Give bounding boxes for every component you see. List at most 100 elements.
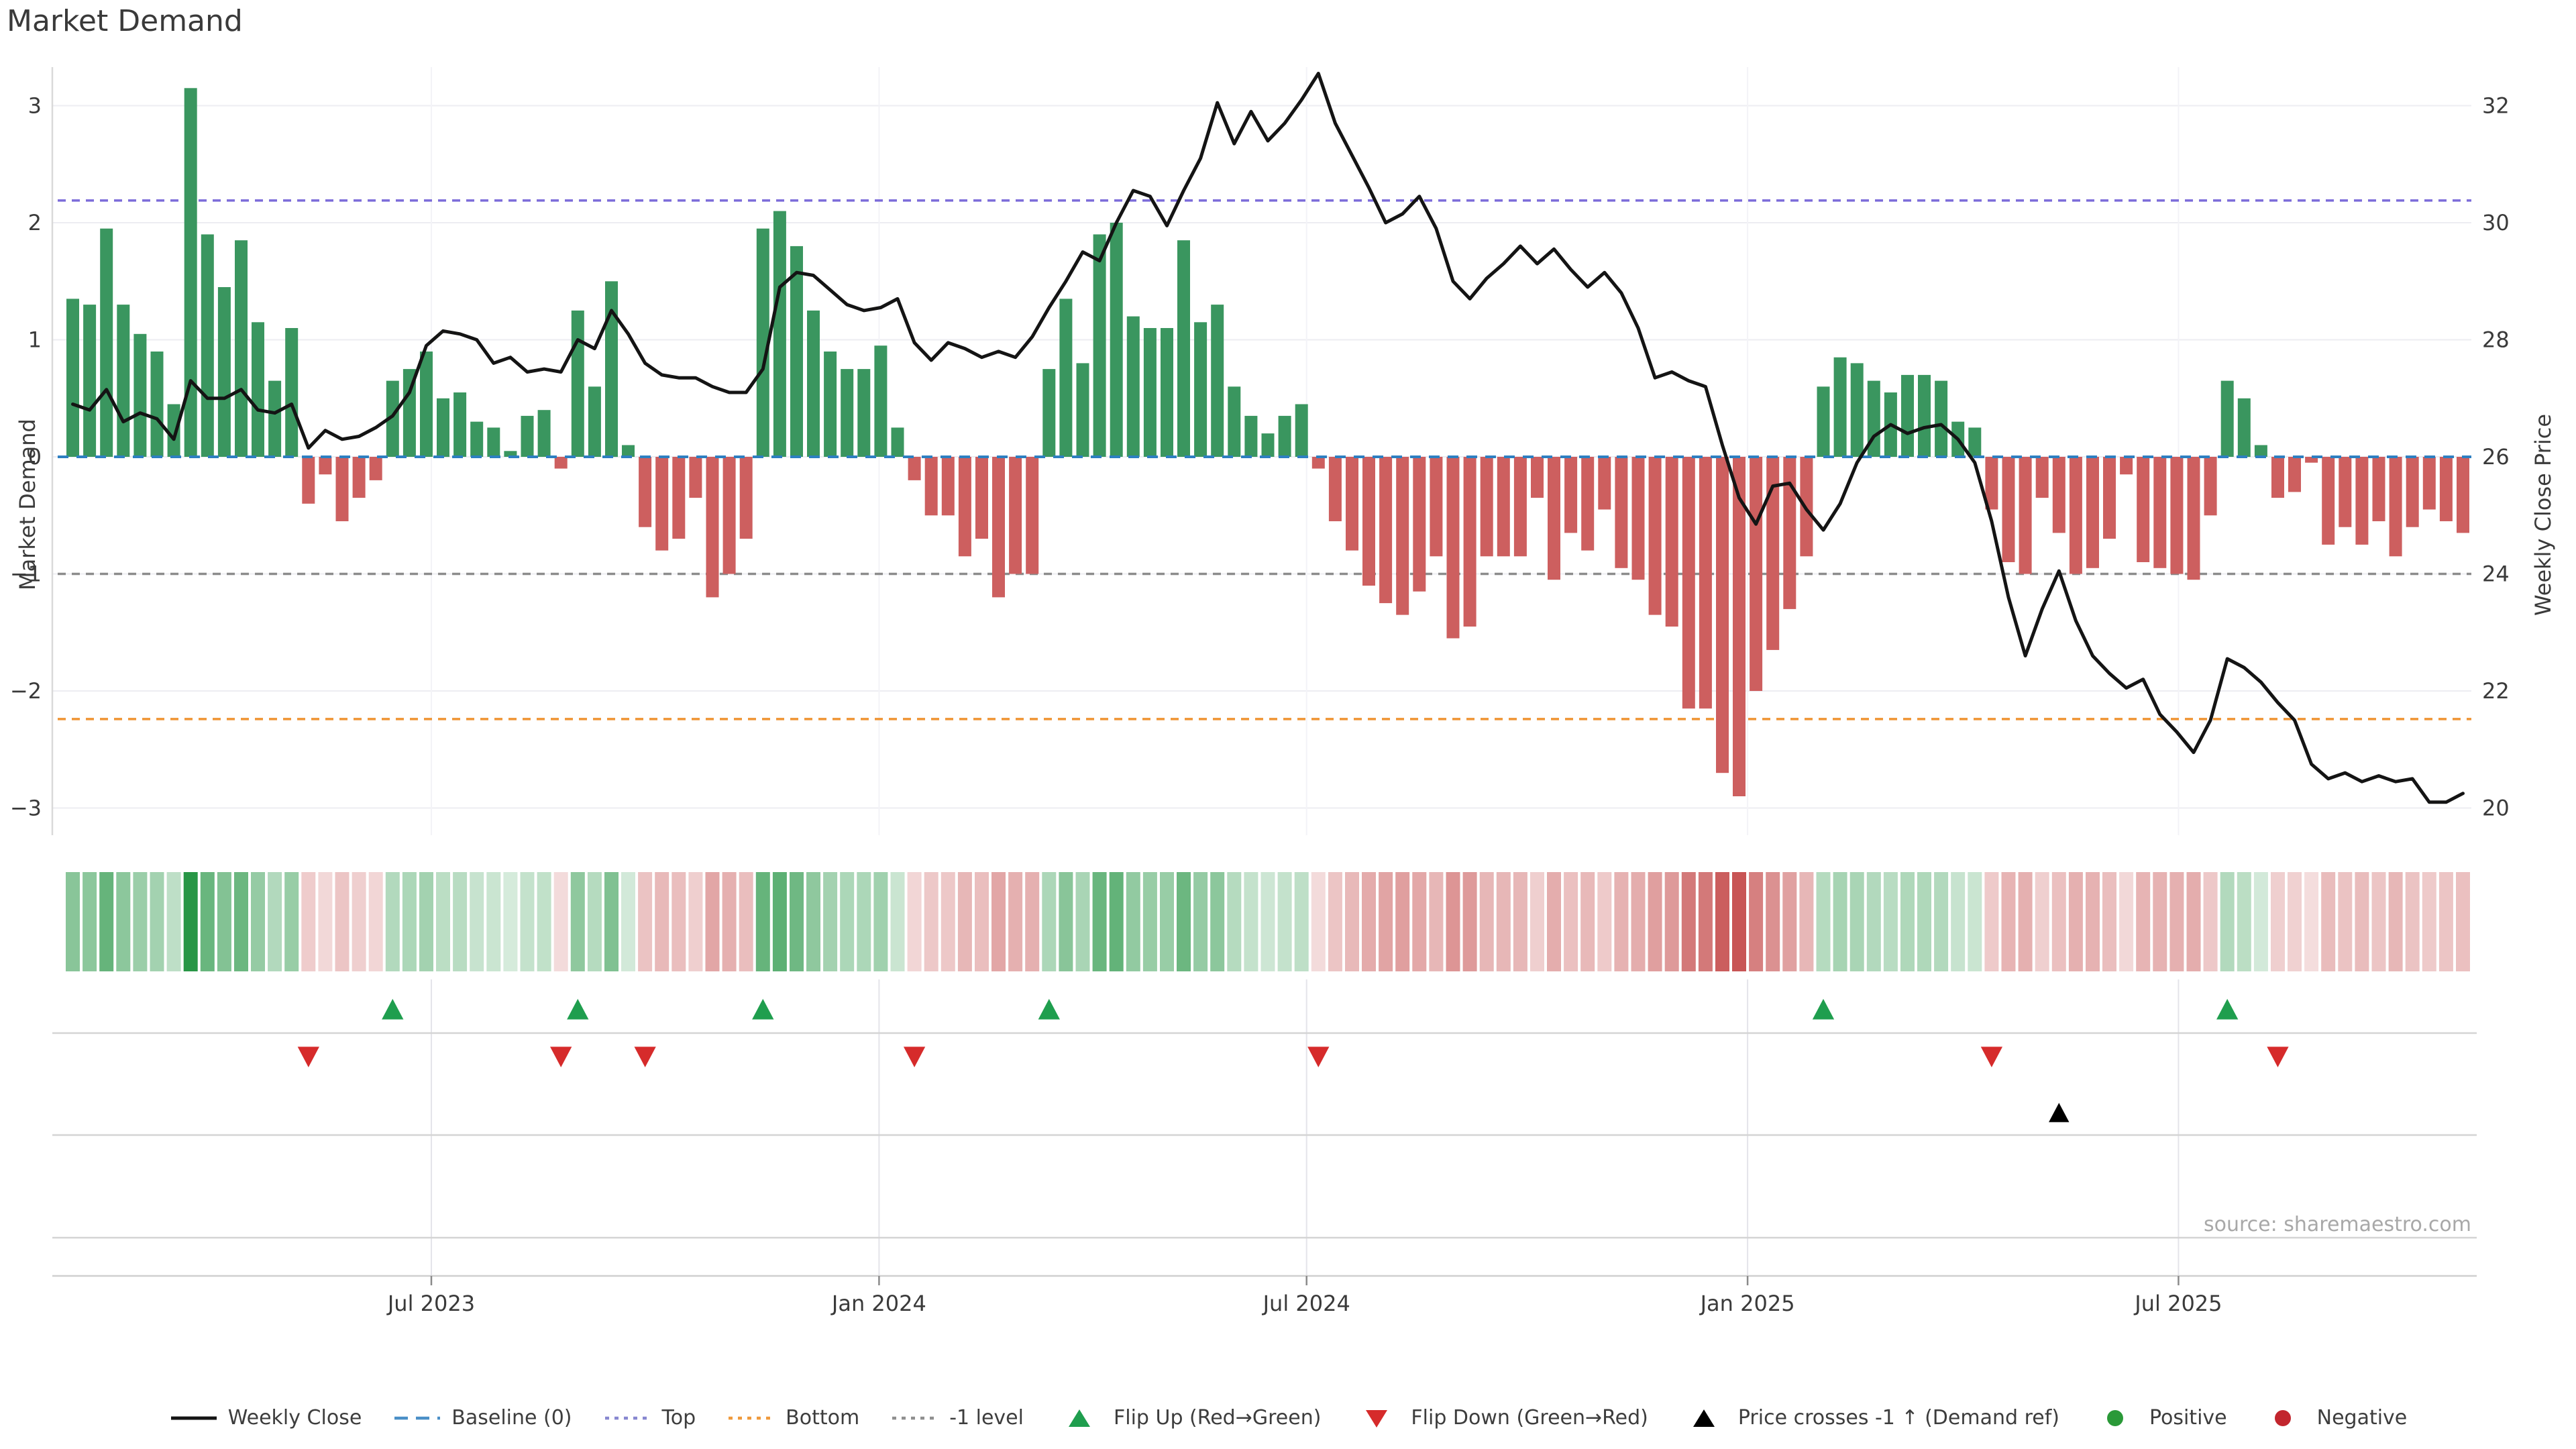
heatmap-cell bbox=[1866, 872, 1881, 971]
x-tick-label: Jan 2024 bbox=[830, 1291, 926, 1316]
demand-bar-negative bbox=[1766, 457, 1780, 650]
heatmap-cell bbox=[772, 872, 787, 971]
heatmap-cell bbox=[621, 872, 635, 971]
demand-bar-negative bbox=[1413, 457, 1426, 592]
demand-bar-negative bbox=[1699, 457, 1712, 709]
heatmap-cell bbox=[1547, 872, 1561, 971]
flip-down-marker bbox=[1307, 1046, 1330, 1067]
demand-bars bbox=[66, 88, 2469, 796]
heatmap-cell bbox=[1311, 872, 1326, 971]
flip-up-marker bbox=[1812, 999, 1835, 1020]
demand-bar-positive bbox=[252, 322, 264, 457]
demand-bar-positive bbox=[1211, 305, 1224, 457]
heatmap-cell bbox=[1177, 872, 1191, 971]
demand-bar-positive bbox=[402, 369, 416, 457]
x-tick-label: Jul 2024 bbox=[1262, 1291, 1350, 1316]
demand-bar-positive bbox=[521, 415, 534, 457]
legend-item-4: Bottom bbox=[727, 1406, 859, 1430]
demand-bar-negative bbox=[1009, 457, 1022, 574]
demand-bar-positive bbox=[1093, 234, 1106, 457]
demand-bar-negative bbox=[639, 457, 652, 527]
demand-bar-negative bbox=[1379, 457, 1393, 604]
demand-bar-negative bbox=[1581, 457, 1595, 551]
demand-bar-positive bbox=[571, 310, 584, 457]
heatmap-cell bbox=[2035, 872, 2049, 971]
legend-dots-icon bbox=[604, 1416, 651, 1419]
heatmap-cell bbox=[2271, 872, 2285, 971]
heatmap-cell bbox=[1681, 872, 1696, 971]
demand-bar-positive bbox=[1901, 374, 1914, 457]
demand-bar-positive bbox=[756, 228, 769, 457]
demand-bar-positive bbox=[605, 281, 618, 458]
heatmap-cell bbox=[2051, 872, 2066, 971]
demand-bar-negative bbox=[2389, 457, 2402, 557]
demand-bar-negative bbox=[1750, 457, 1763, 691]
heatmap-cell bbox=[941, 872, 955, 971]
heatmap-cell bbox=[1412, 872, 1427, 971]
price-cross-marker bbox=[2049, 1103, 2070, 1122]
heatmap-cell bbox=[2153, 872, 2167, 971]
left-tick-label: 3 bbox=[28, 93, 42, 119]
heatmap-cell bbox=[318, 872, 333, 971]
demand-bar-positive bbox=[1076, 363, 1089, 457]
demand-bar-negative bbox=[2153, 457, 2167, 568]
demand-bar-positive bbox=[1918, 374, 1931, 457]
left-tick-label: −3 bbox=[10, 796, 42, 821]
heatmap-cell bbox=[1160, 872, 1174, 971]
heatmap-cell bbox=[2422, 872, 2436, 971]
demand-bar-positive bbox=[1261, 433, 1275, 457]
heatmap-cell bbox=[1766, 872, 1780, 971]
weekly-close-line bbox=[71, 72, 2465, 804]
legend-item-9: Positive bbox=[2090, 1406, 2227, 1430]
heatmap-cell bbox=[907, 872, 922, 971]
flip-down-marker bbox=[2267, 1046, 2289, 1067]
demand-bar-negative bbox=[2170, 457, 2184, 574]
heatmap-cell bbox=[2169, 872, 2184, 971]
demand-bar-negative bbox=[2137, 457, 2150, 562]
right-tick-label: 30 bbox=[2482, 210, 2510, 235]
demand-bar-negative bbox=[1615, 457, 1628, 568]
flip-up-marker bbox=[752, 999, 774, 1020]
heatmap-cell bbox=[1244, 872, 1258, 971]
demand-bar-negative bbox=[2339, 457, 2352, 527]
demand-bar-positive bbox=[1850, 363, 1864, 457]
heatmap-cell bbox=[1294, 872, 1309, 971]
demand-bar-positive bbox=[1295, 404, 1308, 457]
x-tick-label: Jul 2023 bbox=[386, 1291, 475, 1316]
legend-label: Positive bbox=[2149, 1406, 2227, 1430]
heatmap-cell bbox=[755, 872, 770, 971]
page-title: Market Demand bbox=[7, 4, 243, 38]
heatmap-cell bbox=[1379, 872, 1393, 971]
demand-bar-positive bbox=[1817, 386, 1830, 457]
flip-up-marker bbox=[1038, 999, 1060, 1020]
demand-bar-negative bbox=[2355, 457, 2369, 545]
demand-bar-positive bbox=[1228, 386, 1241, 457]
heatmap-cell bbox=[1664, 872, 1679, 971]
demand-bar-positive bbox=[437, 398, 449, 458]
heatmap-cell bbox=[99, 872, 114, 971]
legend-label: Flip Down (Green→Red) bbox=[1411, 1406, 1648, 1430]
demand-bar-negative bbox=[1446, 457, 1460, 639]
heatmap-cell bbox=[2203, 872, 2218, 971]
demand-bar-positive bbox=[167, 404, 180, 457]
legend-label: Weekly Close bbox=[227, 1406, 362, 1430]
heatmap-cell bbox=[183, 872, 198, 971]
heatmap-cell bbox=[284, 872, 299, 971]
demand-bar-positive bbox=[487, 427, 500, 457]
flip-up-marker bbox=[382, 999, 404, 1020]
demand-bar-positive bbox=[133, 333, 147, 457]
demand-bar-negative bbox=[2288, 457, 2301, 492]
legend-item-3: Top bbox=[603, 1406, 696, 1430]
heatmap-cell bbox=[2119, 872, 2134, 971]
demand-bar-negative bbox=[2406, 457, 2419, 527]
heatmap-cell bbox=[1345, 872, 1359, 971]
demand-bar-negative bbox=[1665, 457, 1678, 627]
demand-bar-negative bbox=[2457, 457, 2469, 533]
heatmap-cell bbox=[234, 872, 248, 971]
heatmap-cell bbox=[857, 872, 871, 971]
demand-bar-positive bbox=[857, 369, 871, 457]
heatmap-cell bbox=[1042, 872, 1057, 971]
demand-bar-negative bbox=[2422, 457, 2436, 510]
right-tick-label: 20 bbox=[2482, 796, 2510, 821]
heatmap-cell bbox=[83, 872, 97, 971]
